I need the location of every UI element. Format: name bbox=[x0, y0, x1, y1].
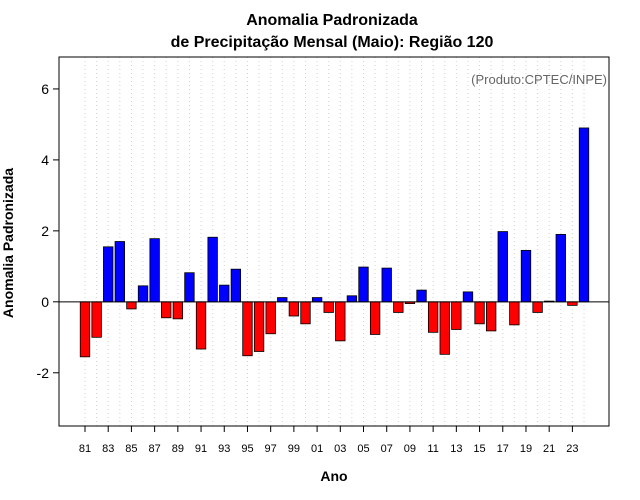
x-tick-label: 05 bbox=[357, 443, 369, 455]
x-tick-label: 07 bbox=[381, 443, 393, 455]
chart-title-line2: de Precipitação Mensal (Maio): Região 12… bbox=[171, 34, 494, 51]
bar-14 bbox=[462, 291, 474, 303]
x-tick-label: 85 bbox=[125, 443, 137, 455]
x-tick-label: 09 bbox=[404, 443, 416, 455]
x-tick-label: 89 bbox=[172, 443, 184, 455]
bar-19 bbox=[520, 249, 532, 303]
bar-10 bbox=[416, 289, 427, 303]
x-tick-label: 17 bbox=[497, 443, 509, 455]
bar-00 bbox=[300, 301, 311, 325]
x-tick-label: 95 bbox=[241, 443, 253, 455]
x-tick-label: 81 bbox=[79, 443, 91, 455]
bar-08 bbox=[393, 301, 404, 313]
x-tick-label: 15 bbox=[473, 443, 485, 455]
x-axis: 81 83 85 87 89 91 93 95 97 99 01 03 05 07 09 11 13 15 17 19… bbox=[79, 426, 579, 455]
bar-04 bbox=[346, 295, 358, 303]
bar-05 bbox=[358, 266, 369, 303]
bar-87 bbox=[149, 238, 160, 303]
bar-90 bbox=[184, 272, 195, 303]
bar-92 bbox=[207, 236, 218, 303]
bar-85 bbox=[126, 301, 137, 310]
bar-91 bbox=[195, 301, 207, 350]
x-tick-label: 91 bbox=[195, 443, 207, 455]
bar-81 bbox=[79, 301, 91, 358]
bar-15 bbox=[474, 301, 485, 325]
x-tick-label: 21 bbox=[543, 443, 555, 455]
bar-13 bbox=[451, 301, 462, 330]
bar-11 bbox=[427, 301, 439, 333]
x-tick-label: 23 bbox=[566, 443, 578, 455]
x-tick-label: 99 bbox=[288, 443, 300, 455]
bar-98 bbox=[277, 297, 288, 303]
bar-95 bbox=[242, 301, 253, 357]
bar-18 bbox=[509, 301, 520, 326]
bar-83 bbox=[103, 246, 114, 303]
x-axis-title: Ano bbox=[320, 468, 347, 484]
bar-02 bbox=[323, 301, 334, 313]
y-tick-label: 2 bbox=[41, 223, 49, 239]
bar-07 bbox=[381, 267, 392, 303]
bar-23 bbox=[567, 301, 578, 306]
y-tick-label: 0 bbox=[41, 294, 49, 310]
x-tick-label: 13 bbox=[450, 443, 462, 455]
bar-84 bbox=[114, 241, 125, 303]
bar-94 bbox=[230, 268, 242, 303]
y-tick-label: 6 bbox=[41, 81, 49, 97]
plot-area bbox=[58, 56, 610, 427]
bar-17 bbox=[497, 231, 508, 303]
bar-82 bbox=[91, 301, 102, 338]
bar-99 bbox=[288, 301, 300, 317]
bar-06 bbox=[369, 301, 381, 335]
bar-96 bbox=[253, 301, 265, 352]
bar-01 bbox=[311, 297, 323, 303]
bars bbox=[79, 127, 590, 358]
y-tick-label: 4 bbox=[41, 152, 49, 168]
x-tick-label: 97 bbox=[265, 443, 277, 455]
bar-12 bbox=[439, 301, 450, 355]
grid-lines bbox=[84, 57, 585, 426]
x-tick-label: 01 bbox=[311, 443, 323, 455]
bar-24 bbox=[578, 127, 590, 303]
bar-22 bbox=[555, 233, 566, 303]
bar-16 bbox=[485, 301, 497, 332]
x-tick-label: 19 bbox=[520, 443, 532, 455]
x-tick-label: 93 bbox=[218, 443, 230, 455]
y-axis: -2 0 2 4 6 bbox=[37, 81, 59, 381]
y-axis-title: Anomalia Padronizada bbox=[0, 168, 16, 318]
bar-03 bbox=[335, 301, 346, 342]
x-tick-label: 11 bbox=[427, 443, 438, 455]
bar-20 bbox=[532, 301, 543, 313]
x-tick-label: 87 bbox=[149, 443, 161, 455]
credit-text: (Produto:CPTEC/INPE) bbox=[471, 72, 607, 87]
bar-89 bbox=[172, 301, 184, 320]
bar-97 bbox=[265, 301, 276, 335]
bar-93 bbox=[219, 284, 230, 303]
x-tick-label: 83 bbox=[102, 443, 114, 455]
chart-title-line1: Anomalia Padronizada bbox=[246, 12, 418, 29]
x-tick-label: 03 bbox=[334, 443, 346, 455]
bar-86 bbox=[137, 285, 149, 303]
y-tick-label: -2 bbox=[37, 365, 50, 381]
bar-88 bbox=[161, 301, 172, 319]
